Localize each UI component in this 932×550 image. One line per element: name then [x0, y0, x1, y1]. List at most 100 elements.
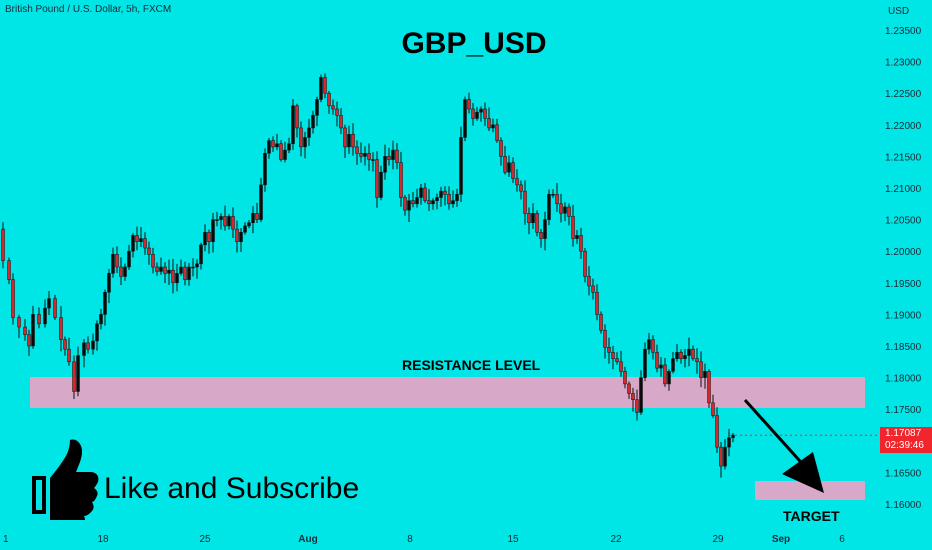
candle — [539, 228, 543, 248]
candle — [339, 108, 343, 135]
candle — [463, 96, 467, 142]
candle — [619, 350, 623, 377]
symbol-label: British Pound / U.S. Dollar, 5h, FXCM — [5, 4, 172, 15]
y-tick-label: 1.19000 — [885, 310, 922, 321]
candle — [367, 143, 371, 171]
candle — [76, 346, 80, 397]
candle — [471, 102, 475, 126]
bar-countdown: 02:39:46 — [885, 440, 924, 451]
thumbs-up-icon — [32, 439, 99, 520]
candle — [271, 136, 275, 152]
candle — [151, 247, 155, 274]
candle — [355, 140, 359, 165]
candle — [67, 337, 71, 366]
candle — [235, 220, 239, 253]
candle — [603, 324, 607, 359]
down-arrow — [743, 398, 824, 493]
candle — [667, 369, 671, 391]
candle — [219, 213, 223, 230]
candle — [411, 192, 415, 208]
candle — [639, 370, 643, 415]
candle — [53, 294, 57, 321]
x-tick-label: Aug — [298, 534, 317, 545]
candle — [351, 123, 355, 156]
candle — [179, 259, 183, 276]
candle — [487, 107, 491, 132]
candle — [627, 381, 631, 399]
candle — [323, 73, 327, 99]
candle — [567, 203, 571, 226]
candle — [643, 342, 647, 382]
candle — [72, 355, 76, 400]
candle — [635, 389, 639, 421]
candle — [571, 204, 575, 247]
candle — [115, 246, 119, 274]
candle — [123, 263, 127, 281]
candle — [135, 226, 139, 251]
candle — [527, 207, 531, 235]
candle — [455, 188, 459, 207]
candle — [23, 319, 27, 341]
time-axis[interactable]: 18 25 Aug 8 15 22 29 Sep 6 1 — [3, 534, 845, 545]
candle — [503, 145, 507, 175]
candle — [37, 307, 41, 329]
candle — [17, 314, 21, 338]
candle — [423, 182, 427, 203]
candle — [719, 442, 723, 478]
candle — [171, 258, 175, 294]
y-tick-label: 1.18000 — [885, 374, 922, 385]
candle — [523, 180, 527, 225]
candle — [107, 268, 111, 304]
candle — [467, 92, 471, 114]
candle — [563, 202, 567, 222]
candle — [283, 141, 287, 163]
candle — [1, 222, 5, 269]
candle — [31, 305, 35, 349]
candle — [247, 219, 251, 229]
y-tick-label: 1.22000 — [885, 121, 922, 132]
candle — [111, 247, 115, 278]
candle — [707, 369, 711, 408]
x-tick-label: 15 — [507, 534, 519, 545]
candle — [403, 194, 407, 216]
candle — [139, 227, 143, 247]
candle — [671, 352, 675, 374]
candle — [255, 202, 259, 224]
candle — [511, 157, 515, 183]
target-zone — [755, 481, 865, 500]
x-tick-label: Sep — [772, 534, 790, 545]
candle — [315, 96, 319, 127]
candle — [299, 121, 303, 157]
candle — [127, 244, 131, 270]
candle — [7, 257, 11, 285]
currency-label: USD — [888, 6, 909, 17]
last-price: 1.17087 — [885, 428, 922, 439]
candle — [519, 180, 523, 200]
candle — [263, 148, 267, 192]
candle — [711, 394, 715, 419]
x-tick-label: 8 — [407, 534, 413, 545]
candle — [459, 126, 463, 203]
candle — [531, 203, 535, 229]
candle — [727, 428, 731, 457]
candle — [695, 348, 699, 374]
candle — [331, 99, 335, 115]
candle — [547, 189, 551, 226]
candle — [347, 125, 351, 154]
y-tick-label: 1.20000 — [885, 247, 922, 258]
candle — [551, 189, 555, 198]
candle — [495, 118, 499, 143]
candle — [163, 262, 167, 283]
candle — [343, 124, 347, 158]
candle — [363, 146, 367, 166]
y-tick-label: 1.20500 — [885, 216, 922, 227]
candle — [131, 232, 135, 258]
candle — [419, 183, 423, 205]
candle — [623, 366, 627, 389]
candle — [167, 259, 171, 286]
candle — [491, 118, 495, 133]
candle — [259, 177, 263, 223]
candle — [379, 165, 383, 201]
